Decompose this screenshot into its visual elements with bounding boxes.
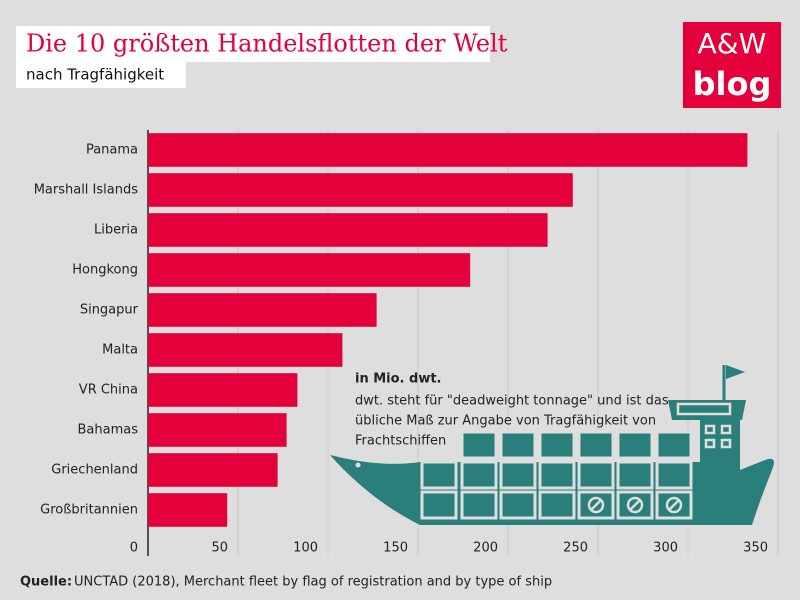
bar <box>148 453 278 487</box>
y-tick-label: Griechenland <box>51 463 138 478</box>
logo-bottom: blog <box>693 65 772 103</box>
logo-top: A&W <box>698 27 767 60</box>
bar <box>148 413 287 447</box>
ship <box>330 365 774 525</box>
x-tick-label: 50 <box>211 541 228 556</box>
chart-title: Die 10 größten Handelsflotten der Welt <box>26 30 508 58</box>
annotation-line: übliche Maß zur Angabe von Tragfähigkeit… <box>355 414 656 429</box>
source-text: UNCTAD (2018), Merchant fleet by flag of… <box>74 575 552 590</box>
annotation-line: dwt. steht für "deadweight tonnage" und … <box>355 394 669 409</box>
y-tick-label: Marshall Islands <box>34 183 139 198</box>
y-tick-label: Hongkong <box>72 263 138 278</box>
y-tick-label: Großbritannien <box>40 503 138 518</box>
subtitle-box <box>16 62 186 88</box>
x-tick-label: 150 <box>383 541 408 556</box>
bar <box>148 493 228 527</box>
logo <box>683 22 781 108</box>
y-tick-label: VR China <box>79 383 138 398</box>
x-tick-label: 100 <box>293 541 318 556</box>
bar <box>148 213 548 247</box>
source-label: Quelle: <box>20 575 72 590</box>
annotation-line: Frachtschiffen <box>355 434 446 449</box>
x-tick-label: 0 <box>130 541 138 556</box>
bar <box>148 173 573 207</box>
chart-subtitle: nach Tragfähigkeit <box>26 66 164 84</box>
x-tick-label: 200 <box>473 541 498 556</box>
y-tick-label: Malta <box>102 343 138 358</box>
bar <box>148 253 471 287</box>
title-box <box>16 26 490 62</box>
bar <box>148 133 748 167</box>
y-tick-label: Singapur <box>80 303 139 318</box>
x-tick-label: 350 <box>743 541 768 556</box>
x-tick-label: 300 <box>653 541 678 556</box>
y-tick-label: Bahamas <box>78 423 139 438</box>
annotation-title: in Mio. dwt. <box>355 372 442 387</box>
bar <box>148 293 377 327</box>
bar <box>148 333 343 367</box>
y-tick-label: Liberia <box>94 223 138 238</box>
y-tick-label: Panama <box>86 143 138 158</box>
bar <box>148 373 298 407</box>
x-tick-label: 250 <box>563 541 588 556</box>
